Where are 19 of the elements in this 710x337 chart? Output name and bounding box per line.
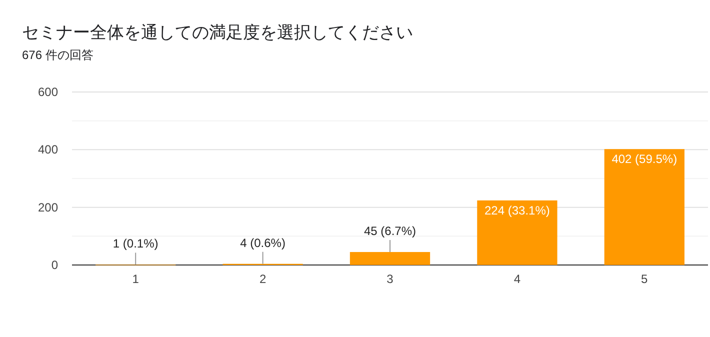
data-label: 45 (6.7%) — [364, 224, 416, 238]
y-tick-label: 600 — [38, 85, 58, 99]
bar — [604, 149, 684, 265]
data-label: 4 (0.6%) — [240, 236, 286, 250]
x-tick-label: 2 — [259, 272, 266, 286]
y-tick-label: 200 — [38, 200, 58, 214]
bar — [477, 200, 558, 265]
data-label: 224 (33.1%) — [484, 203, 550, 218]
chart-title: セミナー全体を通しての満足度を選択してください — [22, 23, 413, 42]
x-tick-label: 3 — [386, 272, 394, 286]
x-tick-label: 1 — [132, 272, 140, 286]
chart-subtitle: 676 件の回答 — [22, 48, 94, 62]
y-tick-label: 0 — [51, 258, 58, 272]
data-label: 1 (0.1%) — [112, 236, 158, 251]
x-tick-label: 5 — [641, 272, 648, 286]
data-label: 402 (59.5%) — [612, 152, 678, 166]
x-tick-label: 4 — [514, 272, 521, 286]
y-tick-label: 400 — [38, 142, 58, 157]
bar — [350, 252, 430, 265]
